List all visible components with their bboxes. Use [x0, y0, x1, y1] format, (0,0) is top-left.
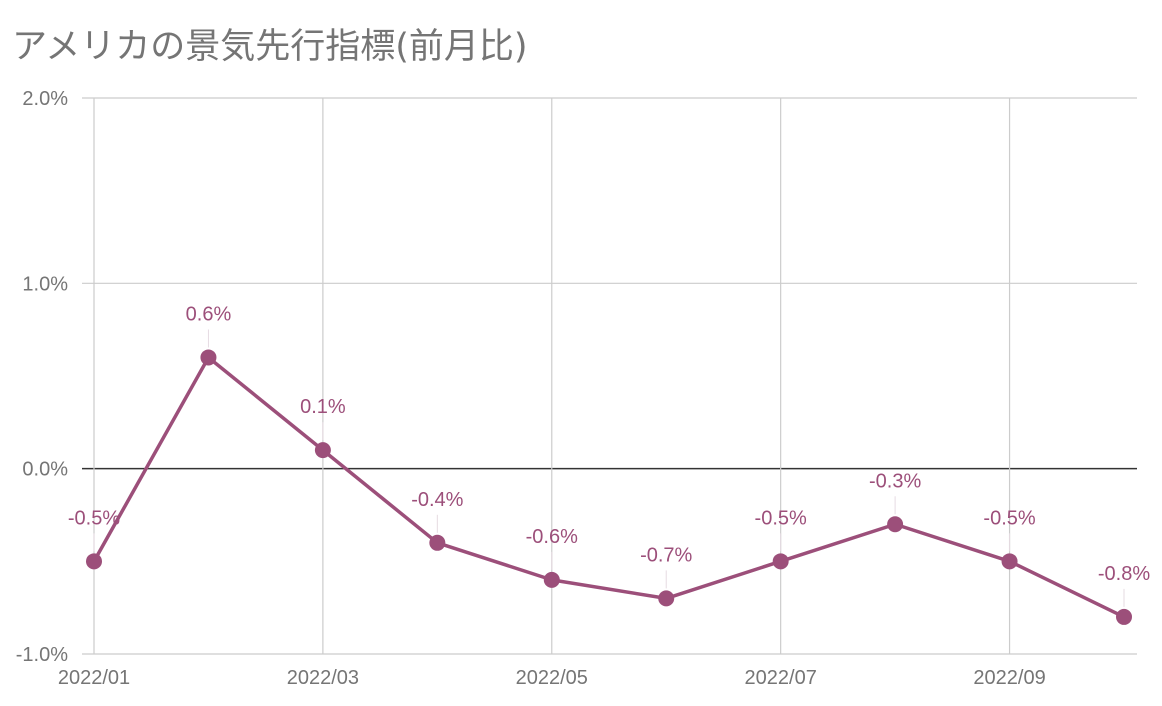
data-point[interactable]: [314, 442, 331, 459]
y-tick-label: 2.0%: [22, 88, 68, 110]
data-point[interactable]: [658, 590, 675, 607]
data-label: -0.8%: [1098, 563, 1150, 585]
data-point[interactable]: [772, 553, 789, 570]
x-tick-label: 2022/03: [287, 667, 359, 689]
x-tick-label: 2022/05: [516, 667, 588, 689]
data-label: -0.4%: [411, 489, 463, 511]
data-point[interactable]: [543, 571, 560, 588]
x-tick-label: 2022/09: [973, 667, 1045, 689]
x-tick-label: 2022/01: [58, 667, 130, 689]
x-tick-label: 2022/07: [745, 667, 817, 689]
axis-labels: 2.0% 1.0% 0.0% -1.0%2022/01 2022/03 2022/05 20…: [16, 88, 1046, 689]
y-tick-label: 1.0%: [22, 273, 68, 295]
data-label: -0.3%: [869, 470, 921, 492]
data-point[interactable]: [86, 553, 102, 570]
data-label: 0.6%: [186, 303, 232, 325]
y-tick-label: -1.0%: [16, 644, 68, 666]
y-tick-label: 0.0%: [22, 459, 68, 481]
data-label: -0.6%: [526, 526, 578, 548]
data-point[interactable]: [1116, 608, 1132, 625]
grid-layer: [82, 97, 1137, 655]
data-point[interactable]: [887, 516, 904, 533]
data-labels: -0.5% 0.6% 0.1% -0.4% -0.6% -0.7% -0.5% -0.3% -0…: [68, 303, 1150, 584]
data-label: -0.7%: [640, 544, 692, 566]
data-label: -0.5%: [68, 507, 120, 529]
data-point[interactable]: [1001, 553, 1018, 570]
chart-title: アメリカの景気先行指標(前月比): [12, 27, 528, 67]
series-layer: [86, 329, 1132, 625]
series-line: [92, 355, 1125, 619]
data-label: 0.1%: [300, 396, 346, 418]
data-label: -0.5%: [983, 507, 1035, 529]
data-point[interactable]: [429, 534, 446, 551]
data-point[interactable]: [200, 349, 217, 366]
data-label: -0.5%: [755, 507, 807, 529]
